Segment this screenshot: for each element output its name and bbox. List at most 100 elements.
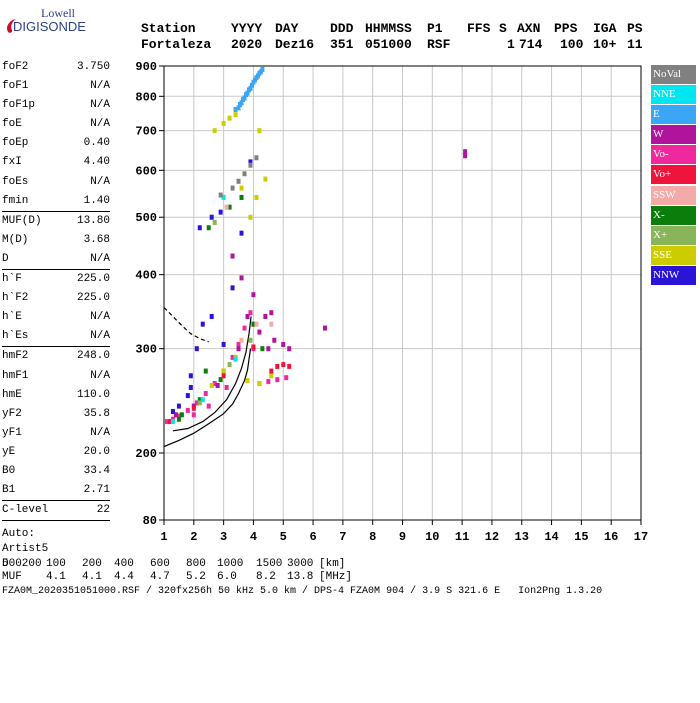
echo-point <box>263 313 268 319</box>
echo-point <box>269 310 274 316</box>
echo-point <box>245 378 250 384</box>
echo-point <box>221 373 226 379</box>
echo-point <box>191 412 196 418</box>
header-value: 2020 <box>231 37 263 52</box>
echo-point <box>266 379 271 385</box>
echo-point <box>221 368 226 374</box>
echo-point <box>164 419 169 425</box>
param-name: yF2 <box>2 407 22 420</box>
echo-point <box>224 204 229 210</box>
param-row: B0 33.4 <box>2 462 110 481</box>
echo-point <box>233 107 238 113</box>
x-tick-label: 4 <box>250 530 257 544</box>
header-value: 1 <box>507 37 515 52</box>
param-value: N/A <box>90 80 110 93</box>
echo-point <box>266 346 271 352</box>
x-tick-label: 13 <box>515 530 529 544</box>
header-value: Dez16 <box>275 37 315 52</box>
autoscale-text: Auto: <box>2 528 36 541</box>
legend-item: X- <box>651 205 696 225</box>
param-row: hmF2 248.0 <box>2 347 110 366</box>
x-tick-label: 3 <box>220 530 227 544</box>
echo-point <box>249 82 254 88</box>
param-row: C-level 22 <box>2 501 110 520</box>
muf-value: 8.2 <box>256 571 276 583</box>
muf-value: 4.1 <box>46 571 66 583</box>
param-value: 225.0 <box>76 273 110 286</box>
header-label: HHMMSS <box>365 21 412 36</box>
param-name: hmF1 <box>2 369 29 382</box>
echo-point <box>248 214 253 220</box>
header-label: PS <box>627 21 643 36</box>
param-value: N/A <box>90 369 110 382</box>
digisonde-logo: Lowell DIGISONDE <box>3 6 93 46</box>
x-tick-label: 6 <box>309 530 316 544</box>
header-labels: Station YYYY DAY DDD HHMMSS P1 FFS S AXN… <box>141 21 643 229</box>
legend-item: SSE <box>651 245 696 265</box>
echo-point <box>185 407 190 413</box>
logo-swirl-icon <box>7 19 16 33</box>
header-label: PPS <box>554 21 578 36</box>
param-name: hmE <box>2 388 22 401</box>
echo-point <box>227 362 232 368</box>
legend-item: Vo+ <box>651 165 696 185</box>
header-value: 11 <box>627 37 643 52</box>
param-value: 35.8 <box>83 407 110 420</box>
distance-row: D 100 200 400 600 800 1000 1500 3000 [km… <box>2 558 345 690</box>
param-name: B0 <box>2 464 16 477</box>
legend-item: W <box>651 125 696 145</box>
echo-point <box>245 313 250 319</box>
echo-point <box>236 178 241 184</box>
param-row: foF2 3.750 <box>2 58 110 77</box>
y-tick-label: 80 <box>143 514 157 528</box>
param-name: foF1p <box>2 99 36 112</box>
param-row: foEp 0.40 <box>2 134 110 153</box>
x-tick-label: 9 <box>399 530 406 544</box>
autoscale-text: 500200 <box>2 558 42 571</box>
echo-point <box>243 92 248 98</box>
echo-point <box>227 115 232 121</box>
legend-item: NoVal <box>651 65 696 84</box>
echo-point <box>188 384 193 390</box>
y-tick-label: 600 <box>135 164 157 178</box>
echo-point <box>224 384 229 390</box>
param-value: N/A <box>90 426 110 439</box>
echo-point <box>257 329 262 335</box>
x-tick-label: 12 <box>485 530 499 544</box>
y-tick-label: 800 <box>135 90 157 104</box>
muf-unit: [MHz] <box>319 571 353 583</box>
param-row: fxI 4.40 <box>2 153 110 172</box>
echo-point <box>212 128 217 134</box>
header-values: Fortaleza 2020 Dez16 351 051000 RSF 1 71… <box>141 37 643 245</box>
header-label: FFS <box>467 21 491 36</box>
echo-point <box>248 310 253 316</box>
echo-point <box>252 77 257 83</box>
y-tick-label: 700 <box>135 125 157 139</box>
param-value: 225.0 <box>76 292 110 305</box>
distance-value: 1500 <box>256 558 283 570</box>
echo-point <box>221 194 226 200</box>
echo-point <box>221 341 226 347</box>
echo-point <box>284 375 289 381</box>
param-name: foEs <box>2 175 29 188</box>
param-divider <box>2 520 110 522</box>
echo-point <box>254 155 259 161</box>
echo-point <box>209 313 214 319</box>
param-row: D N/A <box>2 250 110 269</box>
echo-point <box>176 416 181 422</box>
param-value: 33.4 <box>83 464 110 477</box>
echo-point <box>463 149 468 155</box>
param-value: 1.40 <box>83 194 110 207</box>
echo-point <box>230 253 235 259</box>
param-value: 0.40 <box>83 137 110 150</box>
muf-value: 4.1 <box>82 571 102 583</box>
echo-point <box>260 346 265 352</box>
echo-point <box>167 419 172 425</box>
param-name: foEp <box>2 137 29 150</box>
echo-point <box>209 214 214 220</box>
param-value: N/A <box>90 99 110 112</box>
header-value: 100 <box>560 37 584 52</box>
echo-point <box>248 162 253 168</box>
legend-item: SSW <box>651 185 696 205</box>
param-value: N/A <box>90 252 110 265</box>
